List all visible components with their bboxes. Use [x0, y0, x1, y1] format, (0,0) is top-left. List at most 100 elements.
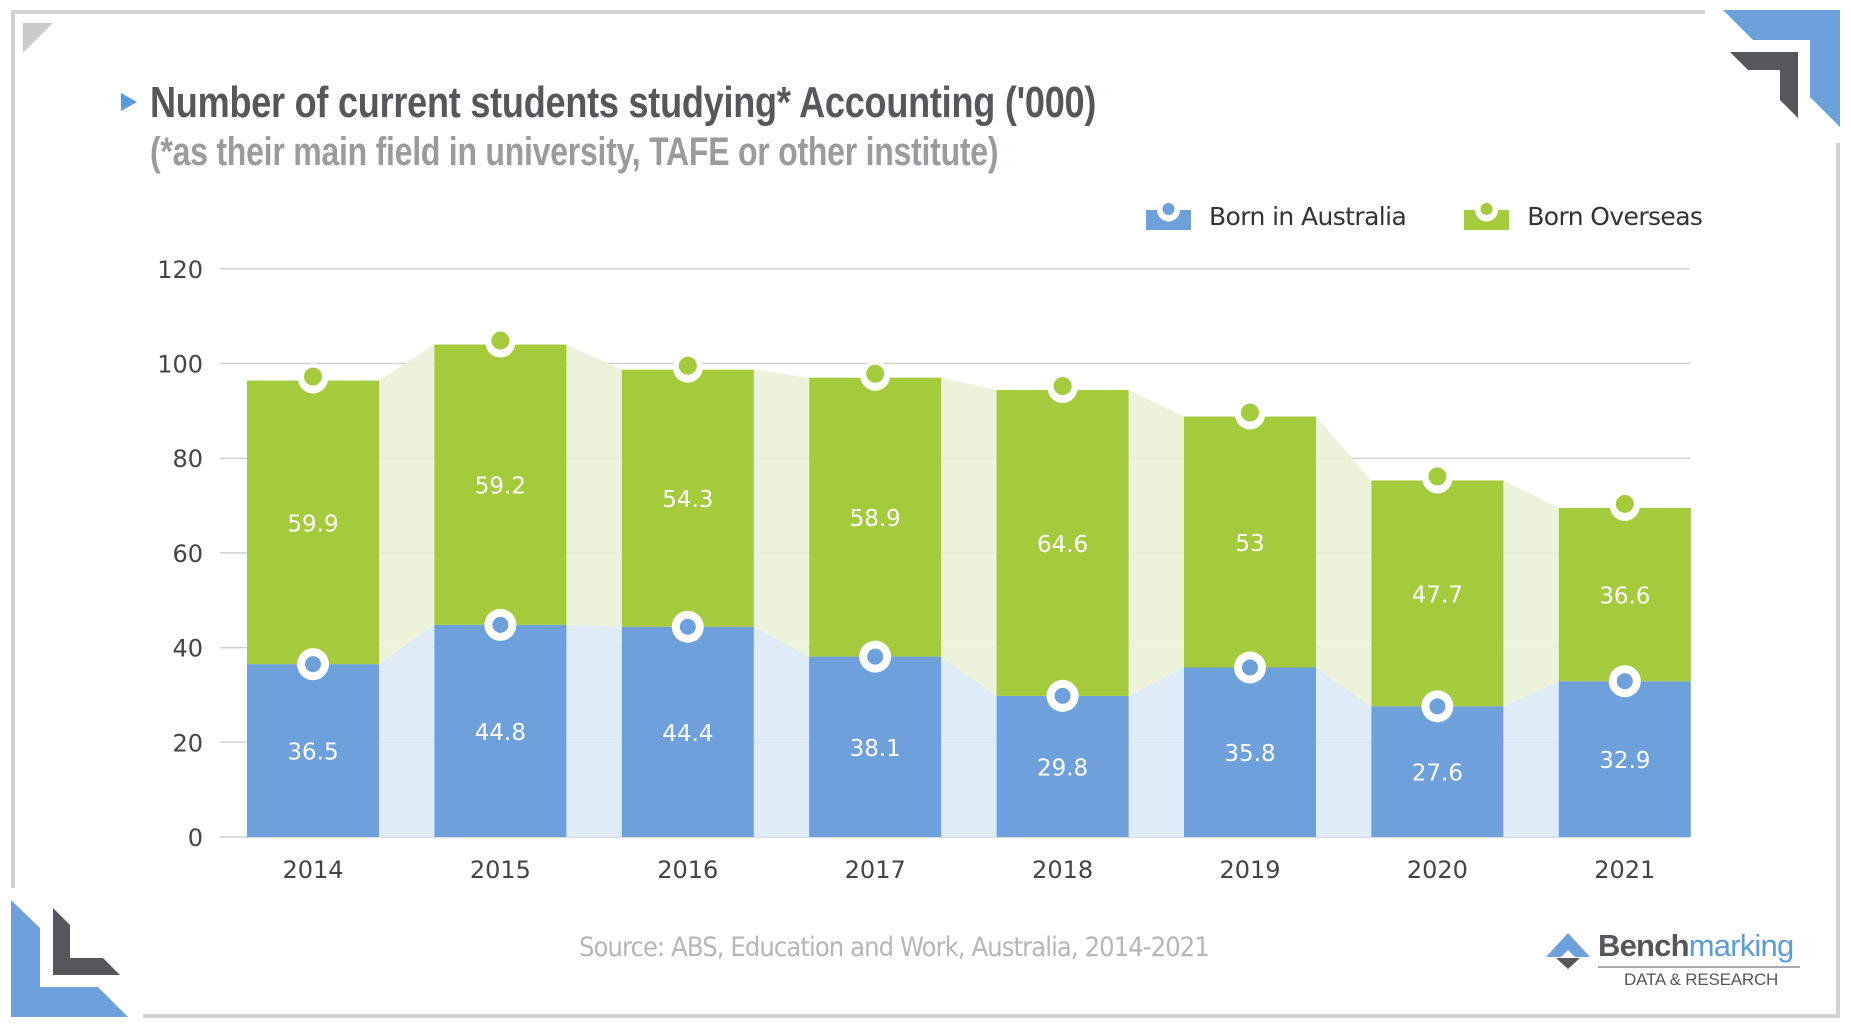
data-label-born-in-australia: 27.6: [1412, 761, 1463, 787]
x-axis: 2014 2015 2016 2017 2018 2019 2020 2021: [282, 856, 1655, 884]
marker-dot-australia-icon: [1054, 687, 1071, 704]
x-tick-label: 2017: [845, 856, 906, 884]
australia-connector-area: [1503, 681, 1559, 837]
y-tick-label: 80: [172, 445, 203, 473]
green-dot-bar-icon: [1464, 203, 1510, 230]
data-label-born-in-australia: 38.1: [850, 736, 901, 762]
corner-bracket-bottom-left-dark-icon: [53, 908, 120, 975]
marker-dot-australia-icon: [1429, 698, 1446, 715]
source-note: Source: ABS, Education and Work, Austral…: [579, 932, 1210, 963]
marker-dot-overseas-icon: [678, 356, 697, 375]
blue-dot-bar-icon: [1146, 203, 1191, 230]
y-tick-label: 60: [172, 540, 203, 568]
marker-dot-overseas-icon: [1241, 403, 1259, 422]
data-label-born-overseas: 54.3: [662, 487, 713, 513]
data-label-born-overseas: 53: [1235, 531, 1264, 557]
frame-border: [11, 10, 1840, 1018]
bar-born-in-australia: [996, 695, 1129, 837]
corner-bracket-top-right-dark-icon: [1730, 52, 1798, 118]
x-tick-label: 2014: [282, 856, 343, 884]
overseas-connector-area: [379, 344, 435, 665]
corner-triangle-icon: [23, 23, 53, 53]
data-label-born-in-australia: 36.5: [287, 740, 338, 766]
y-tick-label: 120: [157, 256, 203, 284]
y-tick-label: 40: [172, 635, 203, 663]
corner-bracket-top-right-blue-icon: [1723, 10, 1840, 127]
value-markers: [297, 327, 1641, 723]
benchmarking-logo: Benchmarking DATA & RESEARCH: [1545, 928, 1805, 992]
bar-born-in-australia: [1371, 706, 1504, 837]
australia-connector-area: [566, 624, 622, 837]
bar-born-in-australia: [1184, 667, 1316, 837]
data-label-born-overseas: 47.7: [1412, 582, 1463, 608]
overseas-connector-area: [1316, 416, 1372, 707]
data-label-born-in-australia: 44.4: [662, 721, 713, 747]
data-labels: 36.5 59.9 44.8 59.2 44.4 54.3 38.1 58.9 29.8 64.6…: [287, 474, 1650, 787]
data-label-born-overseas: 59.2: [475, 474, 526, 500]
bar-born-in-australia: [809, 656, 942, 837]
legend-item-born-overseas: Born Overseas: [1464, 201, 1703, 231]
x-tick-label: 2019: [1219, 856, 1280, 884]
marker-dot-overseas-icon: [1615, 494, 1634, 513]
x-tick-label: 2016: [657, 856, 718, 884]
bar-born-in-australia: [1558, 681, 1691, 837]
australia-connector-area: [1128, 667, 1184, 837]
bar-born-overseas: [434, 344, 567, 625]
overseas-connector-area: [566, 344, 622, 627]
legend-label: Born in Australia: [1209, 201, 1407, 231]
data-label-born-overseas: 36.6: [1599, 584, 1650, 610]
marker-dot-overseas-icon: [1428, 467, 1447, 486]
x-tick-label: 2015: [470, 856, 531, 884]
marker-dot-overseas-icon: [1053, 377, 1072, 396]
marker-dot-australia-icon: [867, 648, 884, 665]
marker-dot-overseas-icon: [304, 367, 322, 386]
chart-title: Number of current students studying* Acc…: [150, 78, 1097, 127]
bar-born-overseas: [996, 390, 1129, 696]
marker-dot-australia-icon: [679, 618, 696, 635]
legend-item-born-in-australia: Born in Australia: [1146, 201, 1407, 231]
data-label-born-in-australia: 35.8: [1224, 741, 1275, 767]
australia-connector-area: [1316, 667, 1372, 837]
data-label-born-in-australia: 32.9: [1599, 748, 1650, 774]
data-label-born-in-australia: 44.8: [475, 720, 526, 746]
marker-dot-australia-icon: [1616, 673, 1633, 690]
benchmarking-logo-icon: [1546, 933, 1590, 969]
overseas-connector-area: [941, 377, 997, 696]
marker-dot-overseas-icon: [491, 331, 510, 350]
bar-born-overseas: [1184, 416, 1316, 668]
overseas-connector-area: [1128, 390, 1184, 696]
marker-dot-australia-icon: [492, 616, 509, 633]
bar-born-overseas: [621, 369, 754, 627]
data-label-born-overseas: 64.6: [1037, 532, 1088, 558]
legend-label: Born Overseas: [1527, 201, 1703, 231]
x-tick-label: 2021: [1594, 856, 1655, 884]
x-tick-label: 2020: [1407, 856, 1468, 884]
bar-born-in-australia: [247, 664, 379, 837]
overseas-connector-area: [1503, 480, 1559, 707]
logo-divider: [1598, 966, 1800, 968]
bar-born-in-australia: [434, 624, 567, 837]
y-tick-label: 0: [188, 824, 203, 852]
bars: [247, 344, 1691, 837]
bar-born-overseas: [809, 377, 942, 657]
overseas-connector-area: [753, 369, 810, 657]
logo-wordmark-bold: Bench: [1598, 928, 1690, 963]
corner-bracket-bottom-left-blue-icon: [11, 900, 128, 1017]
bar-born-in-australia: [621, 626, 754, 837]
data-label-born-overseas: 58.9: [850, 506, 901, 532]
bar-born-overseas: [1558, 507, 1691, 682]
logo-tagline: DATA & RESEARCH: [1624, 970, 1779, 989]
y-tick-label: 20: [172, 729, 203, 757]
marker-dot-overseas-icon: [866, 364, 885, 383]
logo-wordmark-light: marking: [1688, 928, 1794, 963]
bar-born-overseas: [1371, 480, 1504, 707]
australia-connector-area: [379, 624, 435, 837]
marker-dot-australia-icon: [1242, 659, 1258, 676]
australia-connector-area: [941, 656, 997, 837]
y-tick-label: 100: [157, 351, 203, 379]
chart-subtitle: (*as their main field in university, TAF…: [150, 130, 999, 174]
logo-wordmark: Benchmarking: [1598, 928, 1794, 964]
title-bullet-icon: [121, 93, 137, 111]
